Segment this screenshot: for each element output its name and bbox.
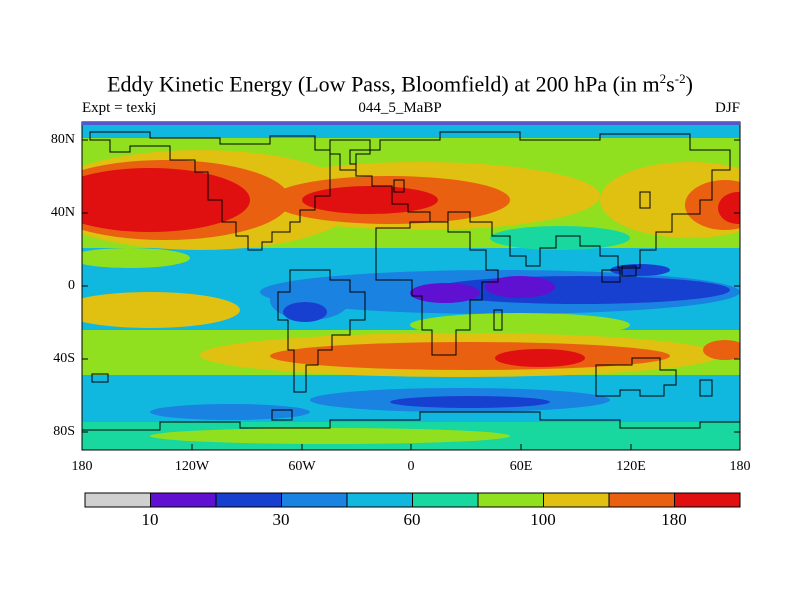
plot-top-edge: [82, 122, 740, 125]
coast-greenland: [329, 139, 371, 171]
xlabel-120w: 120W: [174, 459, 210, 474]
colorbar-box-2: [215, 492, 282, 508]
band-polar-green: [150, 428, 510, 444]
tropics-teal-east: [490, 226, 630, 250]
colorbar: [84, 492, 741, 508]
colorbar-box-9: [674, 492, 741, 508]
colorbar-box-0: [84, 492, 151, 508]
ylabel-40n: 40N: [50, 205, 75, 220]
coast-eurasia: [349, 131, 731, 269]
eke-field: [82, 122, 740, 450]
ylabel-80s: 80S: [53, 424, 75, 439]
band-sh-blue-west: [150, 404, 310, 420]
coast-africa: [375, 221, 499, 356]
ylabel-40s: 40S: [53, 351, 75, 366]
xlabel-0: 0: [407, 459, 415, 474]
xlabel-120e: 120E: [616, 459, 646, 474]
coast-japan: [639, 191, 651, 209]
ylabel-80n: 80N: [50, 132, 75, 147]
xlabel-180w: 180: [71, 459, 93, 474]
coast-islands-south: [91, 373, 293, 421]
season-label: DJF: [714, 100, 740, 116]
coast-north-america: [89, 131, 331, 251]
colorbar-label-10: 10: [141, 510, 159, 529]
coast-australia: [595, 357, 677, 397]
band-sh-darkblue: [390, 396, 550, 408]
colorbar-box-7: [543, 492, 610, 508]
colorbar-label-180: 180: [661, 510, 687, 529]
colorbar-box-5: [412, 492, 479, 508]
core-nh-central: [302, 186, 438, 214]
xlabel-60e: 60E: [509, 459, 533, 474]
colorbar-label-30: 30: [272, 510, 290, 529]
coast-new-zealand: [699, 379, 713, 397]
colorbar-box-3: [281, 492, 348, 508]
coast-south-america: [277, 269, 366, 393]
core-sh: [495, 349, 585, 367]
colorbar-box-8: [608, 492, 675, 508]
ticks: [81, 139, 741, 450]
eq-min-africa: [410, 283, 480, 303]
band-sh-orange-east: [703, 340, 740, 360]
eq-darkblue-samerica: [283, 302, 327, 322]
eq-darkblue-maritime: [610, 264, 670, 276]
coastlines: [82, 131, 740, 431]
xlabel-60w: 60W: [288, 459, 316, 474]
coast-maritime: [601, 265, 637, 283]
coast-madagascar: [493, 309, 503, 331]
core-nh-east: [718, 192, 740, 224]
coast-uk: [393, 179, 405, 193]
band-sh-orange: [270, 342, 670, 370]
eq-min-indian: [485, 276, 555, 298]
colorbar-box-4: [346, 492, 413, 508]
xlabel-180e: 180: [729, 459, 751, 474]
tropics-green-west: [82, 248, 190, 268]
sh-yellow-west: [82, 292, 240, 328]
coast-antarctica: [82, 411, 740, 431]
colorbar-box-6: [477, 492, 544, 508]
chart-title: Eddy Kinetic Energy (Low Pass, Bloomfiel…: [107, 71, 693, 97]
run-label: 044_5_MaBP: [358, 100, 442, 116]
ylabel-0: 0: [68, 278, 75, 293]
experiment-label: Expt = texkj: [82, 100, 157, 116]
colorbar-label-100: 100: [530, 510, 556, 529]
colorbar-box-1: [150, 492, 217, 508]
colorbar-label-60: 60: [403, 510, 421, 529]
